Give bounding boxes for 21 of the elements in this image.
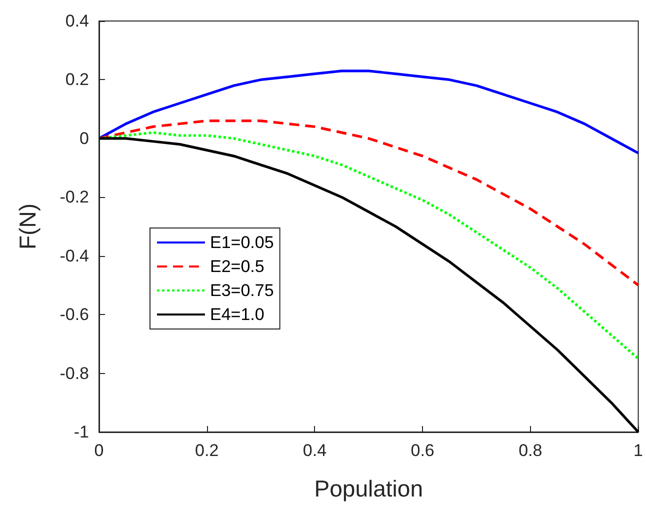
y-tick-label: -0.4	[60, 246, 89, 266]
y-tick-label: 0.4	[65, 12, 89, 30]
x-tick-label: 0.8	[518, 441, 542, 460]
legend-label: E4=1.0	[210, 305, 264, 324]
legend-label: E2=0.5	[210, 257, 264, 276]
y-tick-label: -1	[74, 422, 89, 442]
x-tick-label: 0.6	[410, 441, 434, 460]
y-axis-title: F(N)	[14, 204, 40, 250]
x-tick-label: 0.4	[302, 441, 327, 460]
line-series	[98, 70, 640, 154]
x-tick-label: 0	[94, 441, 104, 460]
y-tick-label: -0.6	[60, 305, 89, 324]
y-tick-label: 0.2	[65, 70, 89, 90]
y-tick-label: -0.2	[60, 188, 89, 207]
legend-label: E3=0.75	[210, 281, 274, 300]
y-tick-label: -0.8	[60, 364, 89, 383]
y-tick-label: 0	[80, 128, 89, 148]
x-axis-title: Population	[314, 476, 423, 502]
x-tick-label: 1	[634, 441, 644, 460]
legend-label: E1=0.05	[210, 233, 274, 252]
x-tick-label: 0.2	[195, 441, 219, 460]
